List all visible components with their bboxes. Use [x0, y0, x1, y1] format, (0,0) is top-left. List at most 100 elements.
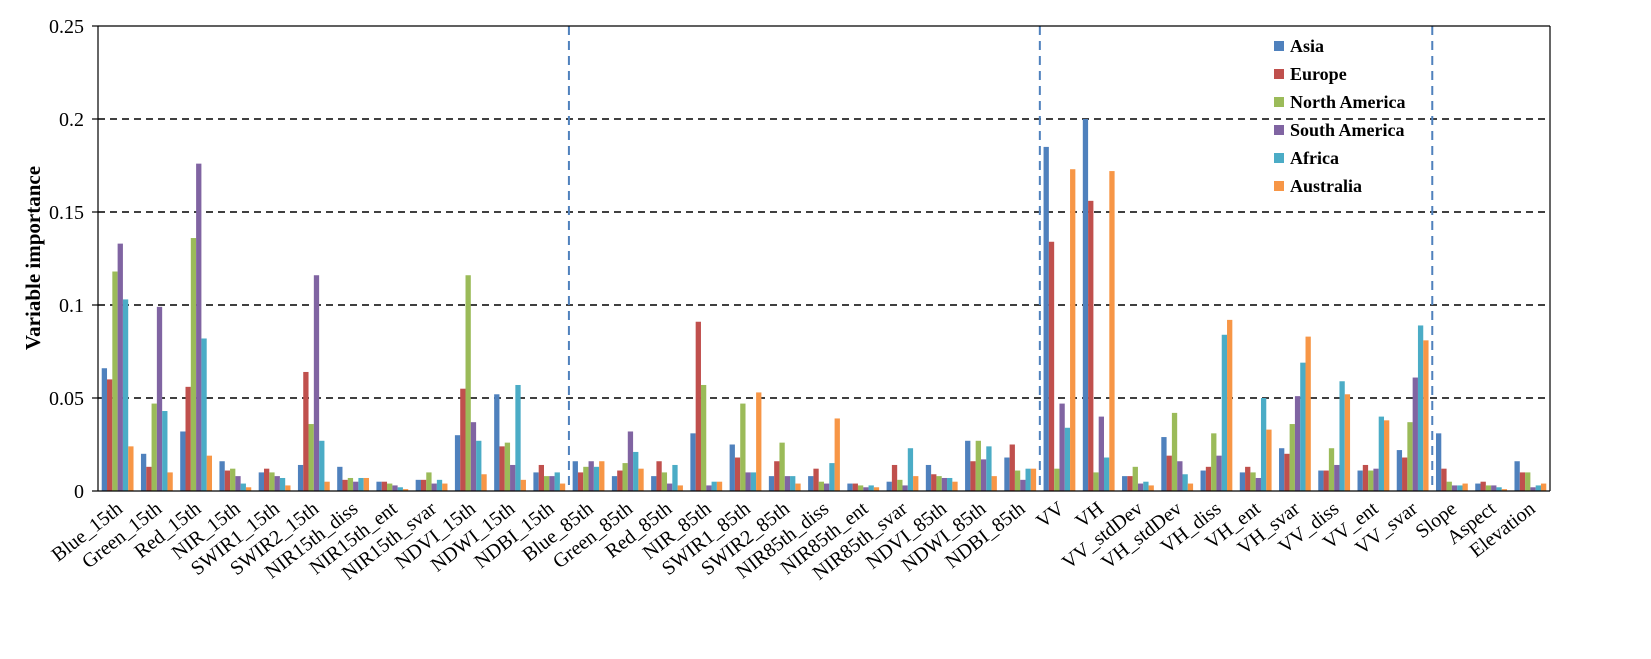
bar-australia [873, 487, 880, 491]
bar-europe [538, 464, 544, 491]
y-tick-label: 0.25 [49, 16, 84, 38]
bar-asia [376, 481, 382, 491]
bar-asia [808, 476, 814, 491]
bar-south-america [1098, 416, 1105, 491]
bar-africa [122, 299, 129, 491]
bar-north-america [151, 403, 157, 491]
bar-europe [420, 479, 427, 491]
bar-africa [319, 440, 325, 491]
bar-asia [572, 461, 578, 491]
bar-asia [494, 394, 500, 491]
bar-north-america [818, 481, 824, 491]
bar-australia [834, 418, 840, 491]
bar-africa [476, 440, 482, 491]
bar-africa [1064, 427, 1071, 491]
bar-north-america [975, 440, 981, 491]
bar-australia [324, 481, 330, 491]
bar-south-america [941, 477, 948, 491]
bar-asia [1239, 472, 1246, 491]
bar-south-america [1373, 468, 1379, 491]
bar-europe [107, 379, 113, 491]
bar-europe [852, 483, 858, 491]
bar-asia [651, 476, 657, 491]
bar-europe [185, 386, 191, 491]
group-separators [567, 26, 1434, 491]
bar-africa [1535, 485, 1541, 491]
bar-asia [1318, 470, 1324, 491]
bar-australia [1266, 429, 1272, 491]
bar-australia [716, 481, 723, 491]
bar-africa [750, 472, 757, 491]
bar-australia [559, 483, 566, 491]
bar-africa [1025, 468, 1031, 491]
legend-swatch [1274, 153, 1284, 163]
bar-south-america [1020, 479, 1026, 491]
bar-asia [1396, 450, 1403, 491]
bar-africa [711, 481, 717, 491]
bar-asia [101, 368, 108, 491]
bar-south-america [588, 461, 594, 491]
bar-north-america [779, 442, 785, 491]
y-tick-label: 0.1 [59, 295, 84, 317]
bar-south-america [902, 485, 908, 491]
bar-europe [734, 457, 741, 491]
bar-europe [1441, 468, 1447, 491]
bar-asia [337, 466, 343, 491]
x-category-labels: Blue_15thGreen_15thRed_15thNIR_15thSWIR1… [47, 497, 1539, 584]
bar-australia [1070, 169, 1076, 491]
bar-africa [358, 477, 364, 491]
bar-south-america [353, 481, 359, 491]
bar-north-america [622, 463, 628, 491]
legend-label: Australia [1290, 176, 1362, 196]
bar-europe [1166, 455, 1172, 491]
bar-europe [891, 464, 898, 491]
bar-asia [1122, 476, 1128, 491]
bar-australia [756, 392, 762, 491]
legend-label: Asia [1290, 36, 1324, 56]
bar-north-america [347, 477, 354, 491]
bars [101, 119, 1547, 491]
bar-south-america [1491, 485, 1497, 491]
bar-asia [219, 461, 225, 491]
bar-australia [795, 483, 801, 491]
bar-north-america [308, 424, 314, 491]
bar-south-america [510, 464, 516, 491]
bar-africa [397, 487, 403, 491]
bar-north-america [465, 275, 471, 491]
bar-australia [1030, 468, 1037, 491]
bar-north-america [426, 472, 432, 491]
bar-asia [611, 476, 618, 491]
bar-asia [690, 433, 696, 491]
bar-north-america [387, 483, 393, 491]
bar-africa [947, 477, 953, 491]
bar-asia [1161, 437, 1167, 491]
bar-africa [1496, 487, 1502, 491]
bar-europe [1519, 472, 1526, 491]
bar-africa [1221, 334, 1228, 491]
bar-africa [436, 479, 443, 491]
bar-south-america [745, 472, 751, 491]
bar-europe [617, 470, 623, 491]
bar-south-america [1412, 377, 1418, 491]
bar-africa [672, 464, 678, 491]
bar-asia [140, 453, 147, 491]
bar-australia [1423, 340, 1429, 491]
x-category-label: VV [1032, 497, 1069, 532]
bar-africa [907, 448, 914, 491]
bar-north-america [1132, 466, 1138, 491]
bar-africa [279, 477, 286, 491]
bar-africa [1339, 381, 1345, 491]
bar-asia [1200, 470, 1206, 491]
bar-north-america [230, 468, 236, 491]
bar-north-america [269, 472, 275, 491]
bar-asia [297, 464, 304, 491]
bar-asia [768, 476, 775, 491]
legend-swatch [1274, 97, 1284, 107]
bar-asia [415, 479, 421, 491]
bar-south-america [667, 483, 673, 491]
bar-africa [1300, 362, 1306, 491]
bar-south-america [1216, 455, 1222, 491]
bar-europe [1048, 241, 1055, 491]
bar-north-america [112, 271, 118, 491]
